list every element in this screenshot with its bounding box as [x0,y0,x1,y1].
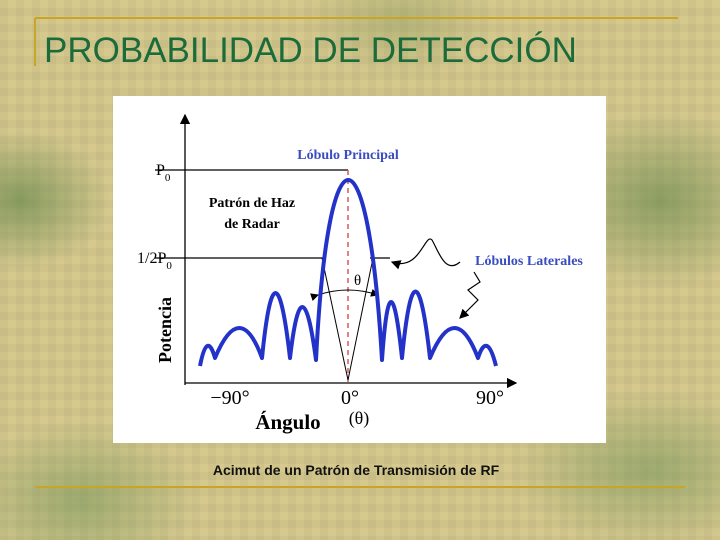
p0-label: P0 [156,162,171,184]
beamwidth-symbol: θ [354,273,361,289]
label-sub: 0 [166,260,172,272]
y-axis-label: Potencia [155,297,175,363]
beam-edge [347,257,374,381]
x-tick-label: 90° [476,387,504,409]
beam-label: de Radar [224,217,280,232]
side-lobe-pointer [390,238,461,270]
beam-pattern [198,178,498,367]
main-lobe-label: Lóbulo Principal [297,148,399,163]
beam-edge [321,257,349,381]
half-label: 1/2P0 [137,250,172,272]
label-sub: 0 [165,172,171,184]
figure-panel [113,96,606,443]
label-main: 1/2P [137,250,166,267]
x-tick-label: 0° [341,387,359,409]
side-lobe-pointer [459,271,481,319]
beam-label: Patrón de Haz [209,196,295,211]
label-main: P [156,162,165,179]
x-tick-label: −90° [210,387,249,409]
x-axis-label: Ángulo [255,410,320,434]
beam-arc [310,288,379,302]
radiation-diagram: Lóbulo Principal Patrón de Haz de Radar … [137,113,583,434]
caption: Acimut de un Patrón de Transmisión de RF [213,462,500,478]
x-axis-symbol: (θ) [349,408,370,429]
side-lobes-label: Lóbulos Laterales [475,254,583,269]
slide-title: PROBABILIDAD DE DETECCIÓN [44,31,577,70]
